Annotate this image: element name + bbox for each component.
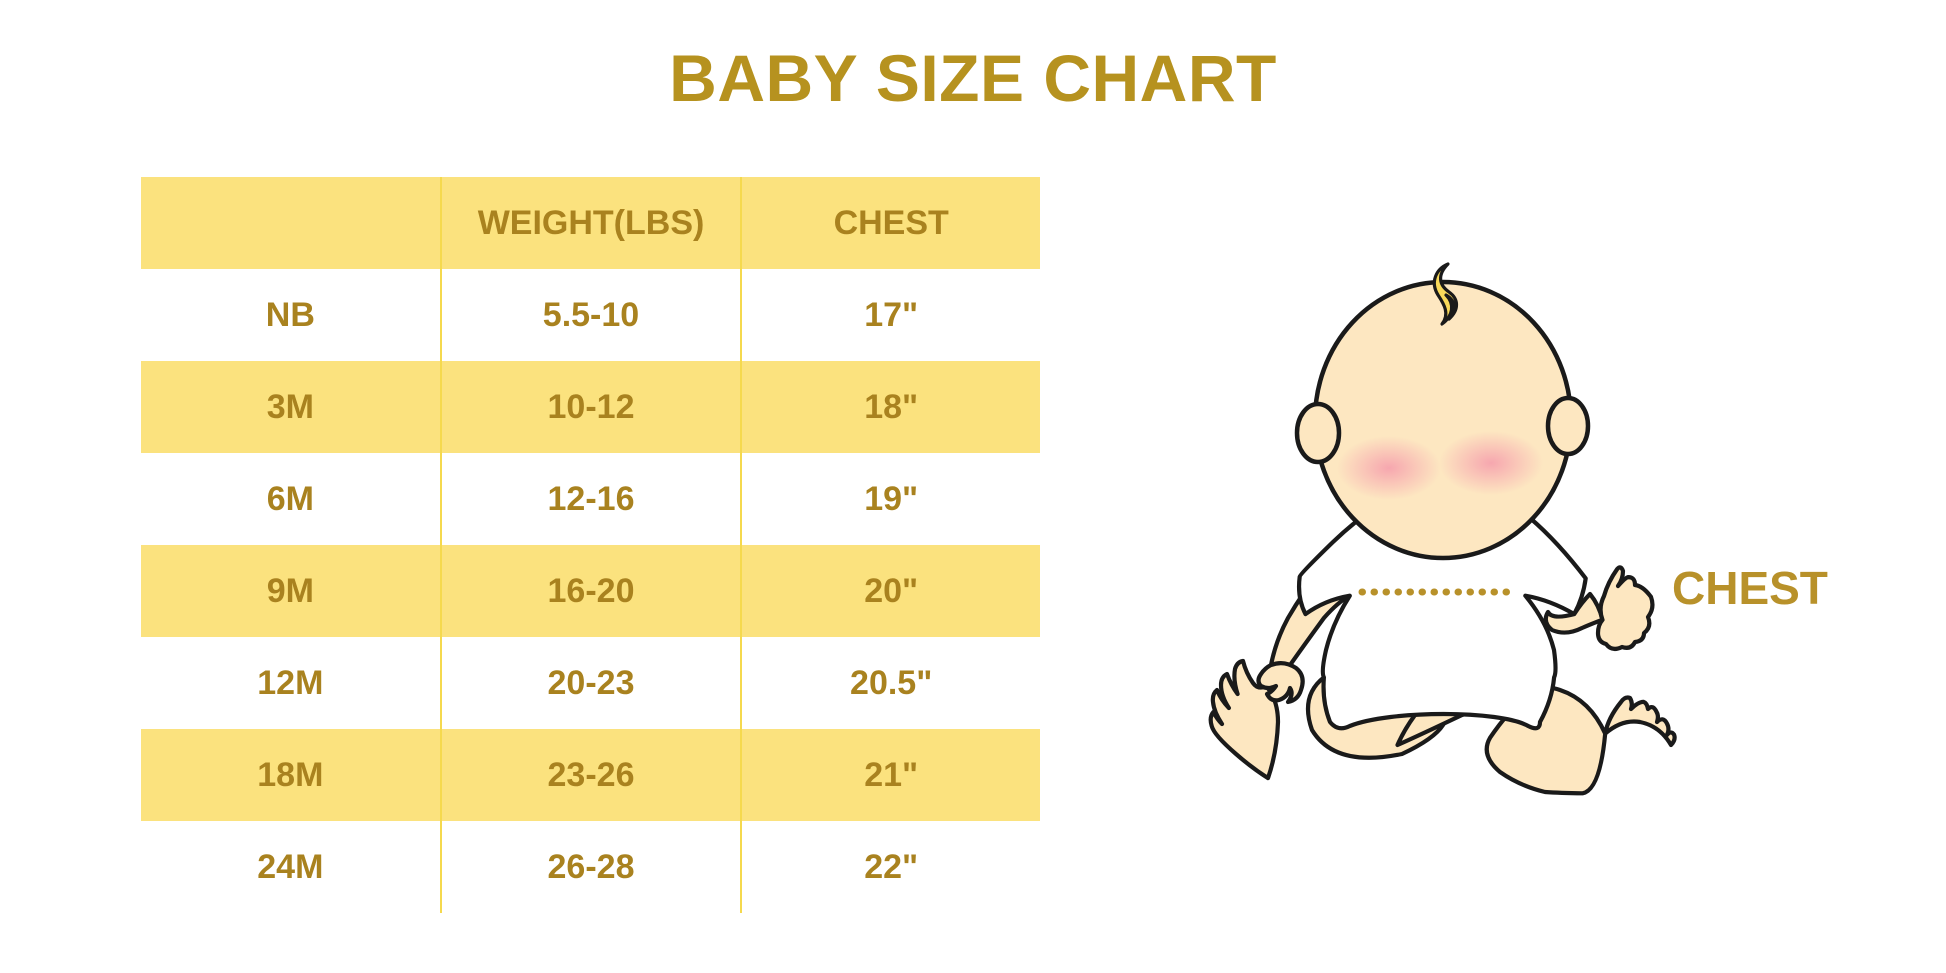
svg-text:CHEST: CHEST xyxy=(1672,562,1828,614)
